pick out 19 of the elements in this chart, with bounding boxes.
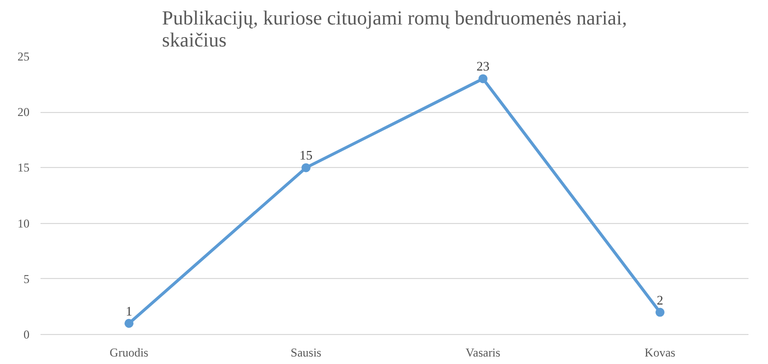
x-tick-label: Gruodis [110, 346, 149, 360]
data-label: 1 [126, 303, 132, 318]
y-tick-label: 25 [18, 50, 30, 64]
point [478, 74, 488, 84]
point [124, 318, 134, 328]
y-tick-label: 15 [18, 160, 30, 175]
y-tick-label: 20 [18, 105, 30, 120]
x-tick-label: Vasaris [466, 346, 501, 360]
x-tick-label: Kovas [644, 346, 676, 360]
x-tick-label: Sausis [290, 346, 322, 360]
point [302, 163, 310, 172]
point [656, 308, 664, 317]
y-tick-label: 5 [24, 272, 30, 286]
y-tick-label: 10 [18, 216, 30, 230]
data-label: 23 [476, 58, 490, 74]
data-label: 15 [300, 148, 312, 163]
data-label: 2 [656, 292, 664, 308]
chart-title: Publikacijų, kuriose cituojami romų bendruomenės nariai, skaičius [162, 8, 627, 52]
y-tick-label: 0 [24, 328, 30, 342]
